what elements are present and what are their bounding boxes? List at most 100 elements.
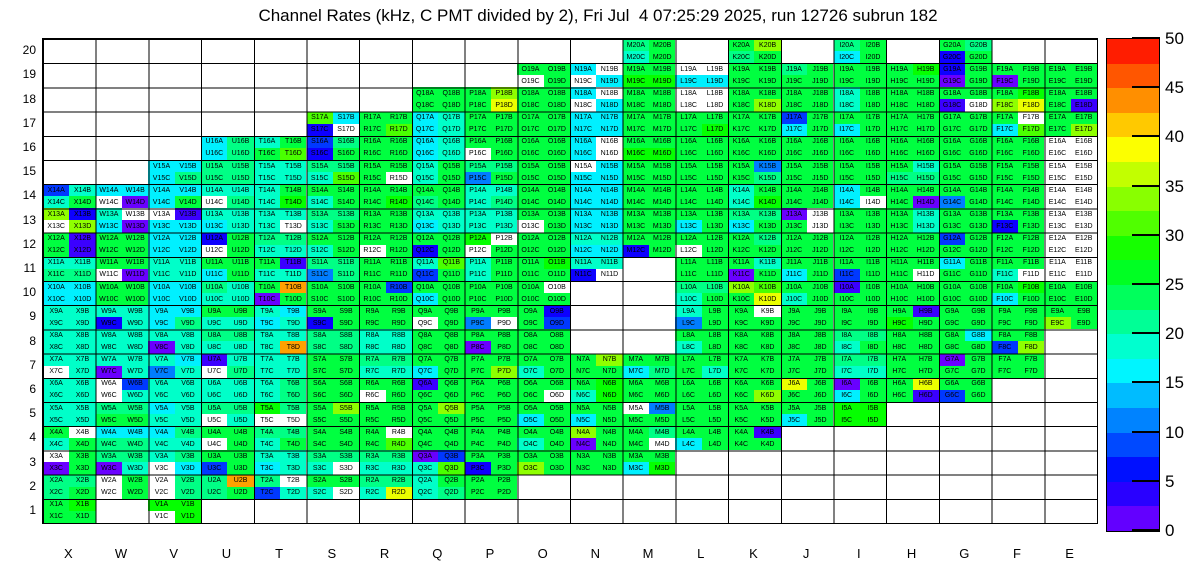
channel-W3A: W3A [95, 450, 123, 463]
channel-W2A: W2A [95, 474, 123, 487]
channel-N19B: N19B [596, 63, 623, 76]
channel-J14C: J14C [780, 196, 808, 209]
y-tick-1: 1 [29, 502, 36, 517]
channel-U11D: U11D [227, 268, 254, 281]
channel-L7D: L7D [701, 365, 729, 378]
channel-U8D: U8D [227, 341, 254, 354]
channel-R9C: R9C [359, 317, 386, 330]
channel-X7A: X7A [43, 353, 70, 366]
channel-F11B: F11B [1017, 256, 1045, 269]
y-tick-10: 10 [22, 285, 36, 300]
channel-V2C: V2C [148, 486, 175, 499]
cell-O13: O13A O13B O13C O13D [517, 208, 570, 233]
channel-J9D: J9D [807, 317, 834, 330]
channel-T11B: T11B [280, 256, 307, 269]
channel-G13B: G13B [965, 208, 992, 221]
channel-K16A: K16A [728, 135, 755, 148]
channel-U6D: U6D [227, 389, 254, 402]
channel-M17C: M17C [622, 123, 650, 136]
cell-P18: P18A P18B P18C P18D [464, 87, 518, 112]
cell-M17: M17A M17B M17C M17D [622, 111, 676, 136]
cell-G12: G12A G12B G12C G12D [938, 232, 992, 257]
channel-L6D: L6D [701, 389, 729, 402]
cell-R7: R7A R7B R7C R7D [359, 353, 412, 378]
channel-G14C: G14C [938, 196, 966, 209]
channel-V7A: V7A [148, 353, 175, 366]
cell-X8: X8A X8B X8C X8D [43, 329, 96, 354]
channel-H16C: H16C [886, 147, 913, 160]
cell-H19: H19A H19B H19C H19D [886, 63, 939, 88]
channel-N7D: N7D [596, 365, 623, 378]
channel-T14D: T14D [280, 196, 307, 209]
channel-O8D: O8D [543, 341, 570, 354]
channel-J9A: J9A [780, 305, 808, 318]
channel-T4B: T4B [280, 426, 307, 439]
channel-U7C: U7C [201, 365, 228, 378]
channel-L8D: L8D [701, 341, 729, 354]
cell-W7: W7A W7B W7C W7D [95, 353, 149, 378]
channel-H18D: H18D [912, 99, 939, 112]
channel-F14B: F14B [1017, 184, 1045, 197]
channel-G7B: G7B [965, 353, 992, 366]
channel-O8A: O8A [517, 329, 544, 342]
channel-Q3D: Q3D [438, 462, 465, 475]
channel-X14A: X14A [43, 184, 70, 197]
channel-N6D: N6D [596, 389, 623, 402]
channel-R9B: R9B [385, 305, 412, 318]
channel-R2D: R2D [385, 486, 412, 499]
channel-H10A: H10A [886, 281, 913, 294]
channel-G13C: G13C [938, 220, 966, 233]
channel-F9D: F9D [1017, 317, 1045, 330]
channel-O10D: O10D [543, 293, 570, 306]
channel-F13B: F13B [1017, 208, 1045, 221]
channel-H19D: H19D [912, 75, 939, 88]
channel-R15A: R15A [359, 160, 386, 173]
colorbar-band [1107, 186, 1159, 212]
channel-G16C: G16C [938, 147, 966, 160]
channel-N18D: N18D [596, 99, 623, 112]
channel-T8B: T8B [280, 329, 307, 342]
channel-R17A: R17A [359, 111, 386, 124]
channel-I17D: I17D [859, 123, 887, 136]
channel-I20D: I20D [859, 51, 887, 64]
channel-K20A: K20A [728, 39, 755, 52]
cell-N16: N16A N16B N16C N16D [570, 135, 623, 160]
channel-X6C: X6C [43, 389, 70, 402]
channel-J18A: J18A [780, 87, 808, 100]
channel-P5D: P5D [490, 414, 518, 427]
channel-M4A: M4A [622, 426, 650, 439]
y-tick-18: 18 [22, 91, 36, 106]
cell-Q7: Q7A Q7B Q7C Q7D [411, 353, 465, 378]
channel-E14A: E14A [1044, 184, 1071, 197]
channel-R7B: R7B [385, 353, 412, 366]
channel-U10C: U10C [201, 293, 228, 306]
cell-F14: F14A F14B F14C F14D [991, 184, 1045, 209]
channel-P18A: P18A [464, 87, 491, 100]
channel-Q13A: Q13A [411, 208, 439, 221]
channel-S16C: S16C [306, 147, 333, 160]
cell-J18: J18A J18B J18C J18D [780, 87, 834, 112]
channel-P2C: P2C [464, 486, 491, 499]
cell-V7: V7A V7B V7C V7D [148, 353, 202, 378]
channel-O19B: O19B [543, 63, 570, 76]
x-tick-T: T [275, 546, 284, 561]
channel-N7A: N7A [570, 353, 597, 366]
channel-T7A: T7A [253, 353, 281, 366]
channel-G12C: G12C [938, 244, 966, 257]
channel-L8C: L8C [675, 341, 702, 354]
channel-I10B: I10B [859, 281, 887, 294]
cell-U3: U3A U3B U3C U3D [201, 450, 254, 475]
channel-H10C: H10C [886, 293, 913, 306]
channel-J11D: J11D [807, 268, 834, 281]
cell-X6: X6A X6B X6C X6D [43, 377, 96, 402]
cell-S15: S15A S15B S15C S15D [306, 160, 360, 185]
channel-F8B: F8B [1017, 329, 1045, 342]
channel-V10B: V10B [174, 281, 202, 294]
channel-G16B: G16B [965, 135, 992, 148]
cell-R16: R16A R16B R16C R16D [359, 135, 412, 160]
channel-J13D: J13D [807, 220, 834, 233]
cell-W13: W13A W13B W13C W13D [95, 208, 149, 233]
channel-O9B: O9B [543, 305, 570, 318]
channel-U12A: U12A [201, 232, 228, 245]
channel-X13A: X13A [43, 208, 70, 221]
